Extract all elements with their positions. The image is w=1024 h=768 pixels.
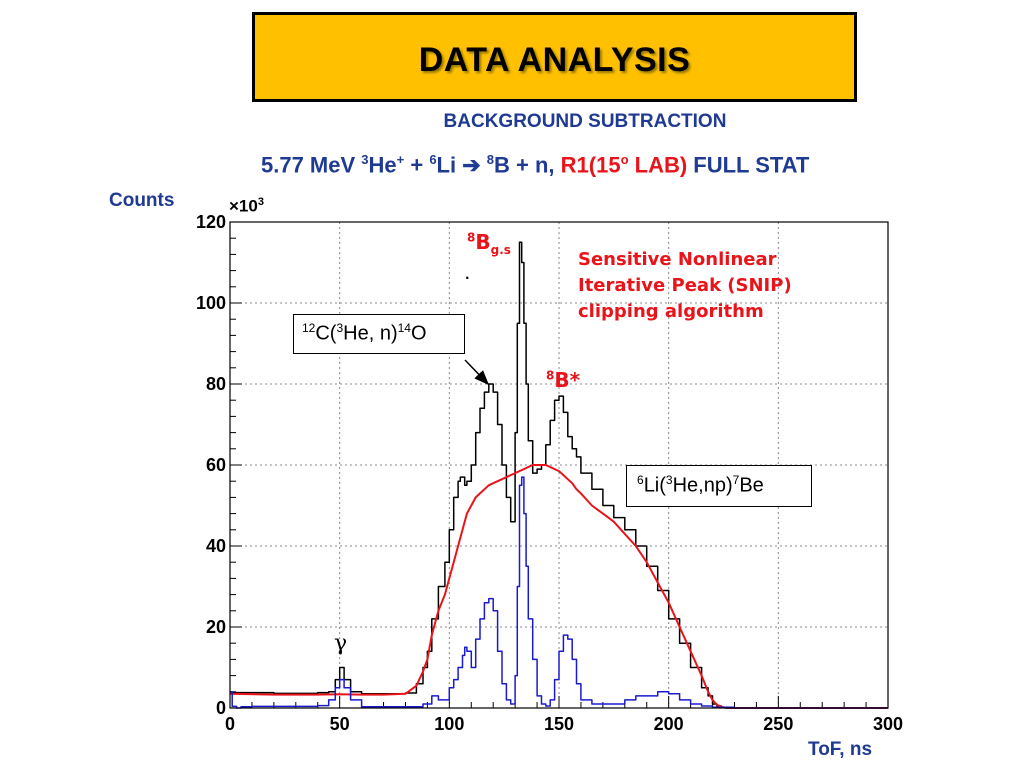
b8-ground-state-label: 8Bg.s [467,230,511,257]
annotation-arrow [464,359,490,386]
reaction-li: Li [436,152,457,178]
x-tick-label: 100 [434,714,464,734]
y-tick-label: 20 [206,617,226,637]
x-tick-label: 50 [330,714,350,734]
y-axis-label: Counts [109,190,175,211]
series-layer [229,241,888,709]
series-background [229,464,888,709]
reaction-lab: LAB) [628,152,688,178]
x-tick-label: 150 [544,714,574,734]
gamma-peak-label: γ [334,631,348,656]
y-tick-label: 100 [196,293,226,313]
slide-subtitle: BACKGROUND SUBTRACTION [443,111,727,132]
tick-labels: 0 50 100 150 200 250 300 0 20 40 60 80 100 120 [196,212,903,734]
reaction-he-charge: + [396,152,405,167]
reaction-he: He [368,152,397,178]
title-box: DATA ANALYSIS [252,12,857,102]
y-tick-label: 40 [206,536,226,556]
reaction-b: B + n, [494,152,561,178]
x-tick-label: 200 [654,714,684,734]
snip-algorithm-note: Sensitive Nonlinear Iterative Peak (SNIP… [578,249,792,322]
reaction-li-mass: 6 [429,152,437,167]
arrow-icon: ➔ [456,152,487,178]
reaction-energy: 5.77 MeV [261,152,362,178]
grid [230,222,888,708]
b8-ground-state-dot: . [465,268,470,282]
x-tick-label: 0 [225,714,235,734]
reaction-plus: + [404,152,430,178]
y-tick-label: 60 [206,455,226,475]
series-subtracted [230,476,888,709]
x-axis-label: ToF, ns [808,739,873,760]
reaction-line: 5.77 MeV 3He+ + 6Li ➔ 8B + n, R1(15o LAB… [261,152,809,178]
reaction-degree: o [620,152,629,167]
c12-reaction-label: 12C(3He, n)14O [293,314,465,354]
reaction-he-mass: 3 [361,152,369,167]
y-tick-label: 120 [196,212,226,232]
y-multiplier-exp: 3 [257,196,264,208]
y-tick-label: 0 [216,698,226,718]
y-multiplier-base: ×10 [229,196,258,216]
x-tick-label: 300 [873,714,903,734]
x-tick-label: 250 [763,714,793,734]
y-tick-label: 80 [206,374,226,394]
reaction-full-stat: FULL STAT [687,152,810,178]
y-multiplier: ×103 [229,196,264,217]
reaction-b-mass: 8 [486,152,495,167]
plot-frame [229,221,889,709]
reaction-r1: R1(15 [560,152,621,178]
slide-title: DATA ANALYSIS [418,41,691,79]
li6-reaction-label: 6Li(3He,np)7Be [626,465,812,507]
b8-excited-label: 8B* [546,368,581,392]
